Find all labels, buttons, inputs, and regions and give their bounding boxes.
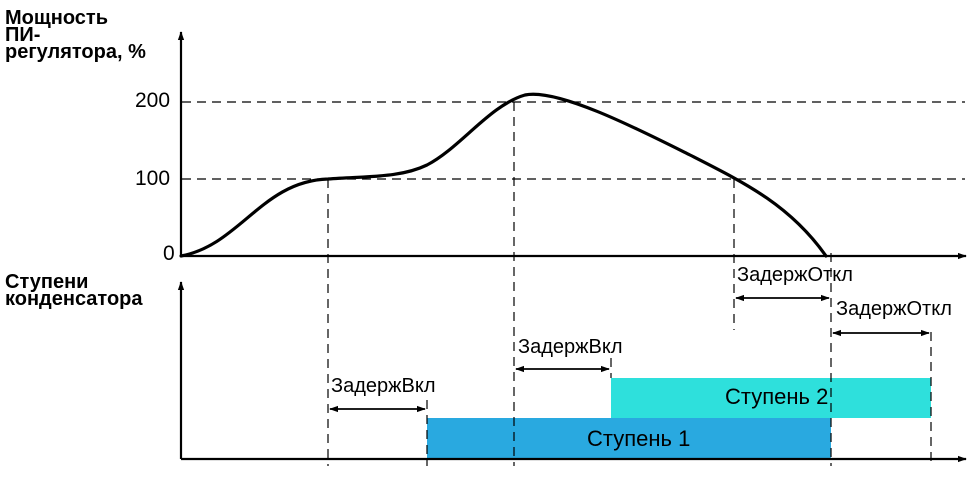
delay-arrows: [329, 294, 930, 413]
guide-lines: [327, 102, 932, 466]
delay-on-label-2: ЗадержВкл: [518, 336, 623, 358]
bottom-axis-label-line-2: конденсатора: [5, 288, 143, 310]
bottom-axis-label-line-1: Ступени: [5, 271, 89, 293]
bottom-axis-label: Ступени конденсатора: [5, 271, 143, 310]
delay-off-label-2: ЗадержОткл: [836, 298, 952, 320]
top-axis-label-line-2: ПИ-: [5, 24, 41, 46]
power-curve: [179, 92, 828, 258]
stage-1-bar: [427, 418, 831, 458]
axes: [177, 31, 967, 463]
reference-lines: [182, 101, 965, 180]
tick-label-200: 200: [135, 89, 171, 112]
stage-2-bar: [611, 378, 931, 418]
tick-label-0: 0: [163, 242, 175, 265]
top-axis-label: Мощность ПИ- регулятора, %: [5, 7, 146, 63]
top-axis-label-line-3: регулятора, %: [5, 41, 146, 63]
delay-on-label-1: ЗадержВкл: [331, 375, 436, 397]
stage-2-label: Ступень 2: [725, 384, 829, 409]
top-axis-label-line-1: Мощность: [5, 7, 108, 29]
tick-label-100: 100: [135, 167, 171, 190]
stage-1-label: Ступень 1: [587, 426, 691, 451]
delay-off-label-1: ЗадержОткл: [737, 264, 853, 286]
